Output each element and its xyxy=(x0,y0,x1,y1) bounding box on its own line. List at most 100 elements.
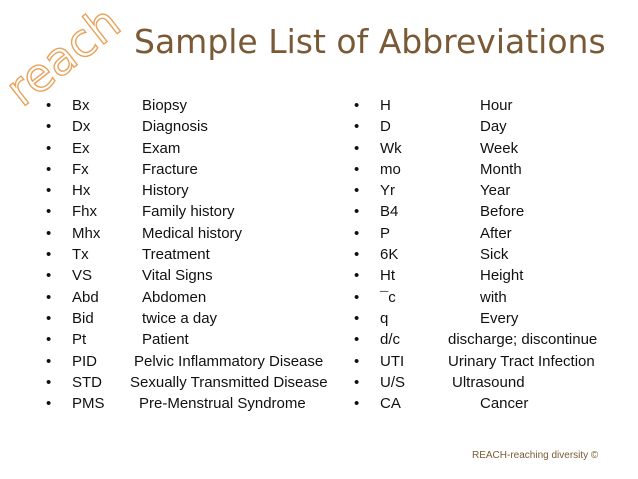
meaning: Pelvic Inflammatory Disease xyxy=(134,352,324,370)
meaning: Day xyxy=(480,118,507,136)
bullet: • xyxy=(46,224,52,242)
list-item: • PMS Pre-Menstrual Syndrome xyxy=(46,393,346,414)
list-item: • Wk Week xyxy=(354,138,634,159)
meaning: Medical history xyxy=(142,224,243,242)
list-item: • ¯c with xyxy=(354,287,634,308)
list-item: • CA Cancer xyxy=(354,393,634,414)
abbreviation: UTI xyxy=(380,352,405,370)
meaning: Fracture xyxy=(142,160,198,178)
meaning: Week xyxy=(480,139,519,157)
meaning: Treatment xyxy=(142,246,210,264)
list-item: • Pt Patient xyxy=(46,329,346,350)
abbreviation: STD xyxy=(72,373,102,391)
list-item: • Dx Diagnosis xyxy=(46,116,346,137)
meaning: After xyxy=(480,224,512,242)
abbreviation: Bx xyxy=(72,97,90,114)
abbreviation: Fx xyxy=(72,160,89,178)
abbreviation: 6K xyxy=(380,246,399,264)
list-item: • STD Sexually Transmitted Disease xyxy=(46,372,346,393)
bullet: • xyxy=(354,224,360,242)
meaning: twice a day xyxy=(142,309,218,327)
bullet: • xyxy=(46,267,52,285)
abbreviation: B4 xyxy=(380,203,399,221)
bullet: • xyxy=(354,288,360,306)
footer-credit: REACH-reaching diversity © xyxy=(472,450,599,461)
meaning: discharge; discontinue xyxy=(448,331,598,349)
abbreviation: PID xyxy=(72,352,98,370)
bullet: • xyxy=(354,246,360,264)
abbreviation: CA xyxy=(380,395,401,413)
meaning: Exam xyxy=(142,139,181,157)
abbreviation: U/S xyxy=(380,373,406,391)
meaning: Vital Signs xyxy=(142,267,213,285)
meaning: Abdomen xyxy=(142,288,207,306)
list-item: • Bx Biopsy xyxy=(46,95,346,116)
bullet: • xyxy=(354,139,360,157)
abbreviation: Wk xyxy=(380,139,402,157)
list-item: • Tx Treatment xyxy=(46,244,346,265)
bullet: • xyxy=(46,246,52,264)
abbreviation-list-left: • Bx Biopsy • Dx Diagnosis • Ex Exam • Fx Fractu… xyxy=(46,95,346,414)
bullet: • xyxy=(46,373,52,391)
meaning: Month xyxy=(480,160,522,178)
bullet: • xyxy=(354,352,360,370)
list-item: • P After xyxy=(354,223,634,244)
list-item: • VS Vital Signs xyxy=(46,265,346,286)
bullet: • xyxy=(46,182,52,200)
abbreviation: mo xyxy=(380,160,401,178)
meaning: Cancer xyxy=(480,395,529,413)
meaning: Hour xyxy=(480,97,513,114)
abbreviation: VS xyxy=(72,267,93,285)
abbreviation: Dx xyxy=(72,118,91,136)
meaning: Family history xyxy=(142,203,235,221)
bullet: • xyxy=(46,352,52,370)
abbreviation: Bid xyxy=(72,309,94,327)
abbreviation: Fhx xyxy=(72,203,98,221)
list-item: • Abd Abdomen xyxy=(46,287,346,308)
bullet: • xyxy=(354,331,360,349)
bullet: • xyxy=(354,182,360,200)
meaning: Every xyxy=(480,309,519,327)
abbreviation: H xyxy=(380,97,391,114)
bullet: • xyxy=(46,288,52,306)
bullet: • xyxy=(46,160,52,178)
bullet: • xyxy=(354,309,360,327)
list-item: • Yr Year xyxy=(354,180,634,201)
list-item: • q Every xyxy=(354,308,634,329)
meaning: Biopsy xyxy=(142,97,188,114)
meaning: Before xyxy=(480,203,525,221)
abbreviation: d/c xyxy=(380,331,401,349)
list-item: • PID Pelvic Inflammatory Disease xyxy=(46,351,346,372)
page-title: Sample List of Abbreviations xyxy=(134,22,606,61)
list-item: • Bid twice a day xyxy=(46,308,346,329)
abbreviation: Pt xyxy=(72,331,87,349)
meaning: Diagnosis xyxy=(142,118,208,136)
meaning: Sick xyxy=(480,246,509,264)
meaning: Year xyxy=(480,182,511,200)
bullet: • xyxy=(46,309,52,327)
meaning: Urinary Tract Infection xyxy=(448,352,595,370)
bullet: • xyxy=(354,118,360,136)
abbreviation: q xyxy=(380,309,389,327)
list-item: • mo Month xyxy=(354,159,634,180)
bullet: • xyxy=(46,331,52,349)
list-item: • D Day xyxy=(354,116,634,137)
abbreviation: Ht xyxy=(380,267,395,285)
list-item: • U/S Ultrasound xyxy=(354,372,634,393)
list-item: • H Hour xyxy=(354,95,634,116)
abbreviation: ¯c xyxy=(380,288,396,306)
bullet: • xyxy=(46,395,52,413)
bullet: • xyxy=(354,97,360,114)
list-item: • Ht Height xyxy=(354,265,634,286)
bullet: • xyxy=(46,118,52,136)
abbreviation: Ex xyxy=(72,139,90,157)
meaning: Height xyxy=(480,267,524,285)
bullet: • xyxy=(354,160,360,178)
list-item: • Fhx Family history xyxy=(46,201,346,222)
bullet: • xyxy=(354,395,360,413)
abbreviation: Yr xyxy=(380,182,395,200)
abbreviation: PMS xyxy=(72,395,105,413)
abbreviation: Hx xyxy=(72,182,91,200)
bullet: • xyxy=(354,373,360,391)
bullet: • xyxy=(354,203,360,221)
